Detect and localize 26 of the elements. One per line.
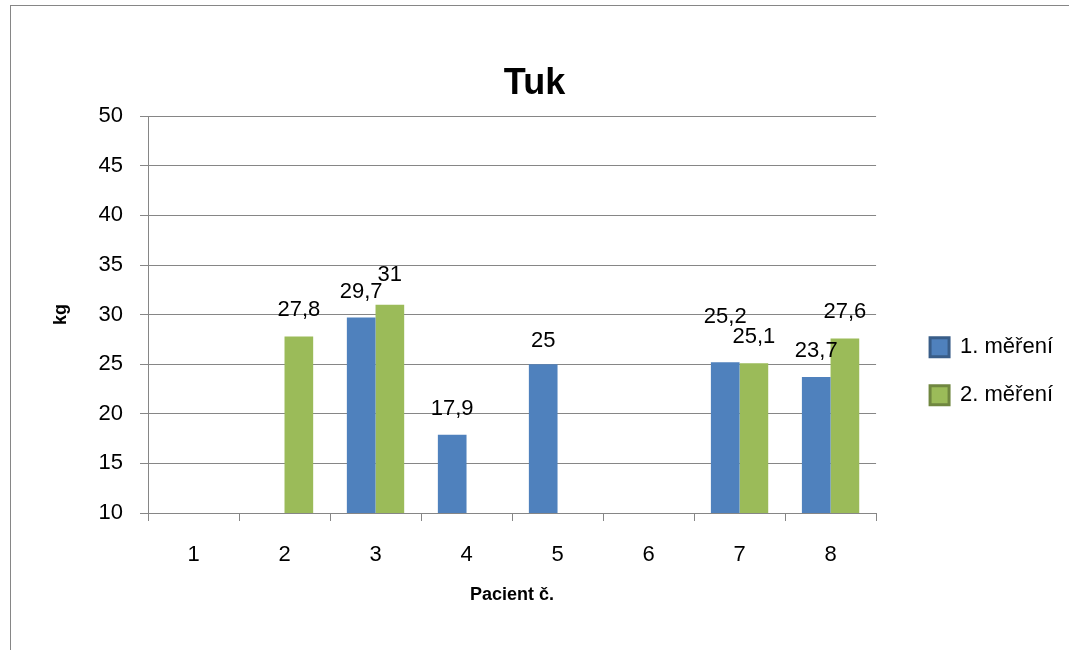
x-tick-label: 3 <box>369 541 382 567</box>
y-tick-label: 30 <box>98 300 123 326</box>
legend-label: 1. měření <box>960 333 1054 359</box>
data-label: 27,6 <box>823 298 867 324</box>
x-axis-title: Pacient č. <box>470 584 555 605</box>
y-tick-label: 25 <box>98 350 123 376</box>
y-axis-title: kg <box>49 304 70 326</box>
data-label: 25 <box>530 327 556 353</box>
y-tick-label: 40 <box>98 201 123 227</box>
data-label: 17,9 <box>430 394 474 420</box>
y-tick-label: 10 <box>98 499 123 525</box>
legend-label: 2. měření <box>960 381 1054 407</box>
y-tick-label: 15 <box>98 449 123 475</box>
chart-title: Tuk <box>503 60 567 102</box>
y-tick-label: 35 <box>98 251 123 277</box>
x-tick-label: 2 <box>278 541 291 567</box>
y-tick-label: 20 <box>98 399 123 425</box>
y-tick-label: 45 <box>98 151 123 177</box>
x-tick-label: 4 <box>460 541 473 567</box>
x-tick-label: 1 <box>187 541 200 567</box>
x-tick-label: 8 <box>824 541 837 567</box>
data-label: 27,8 <box>277 296 321 322</box>
x-tick-label: 5 <box>551 541 564 567</box>
x-tick-label: 6 <box>642 541 655 567</box>
x-tick-label: 7 <box>733 541 746 567</box>
y-tick-label: 50 <box>98 102 123 128</box>
